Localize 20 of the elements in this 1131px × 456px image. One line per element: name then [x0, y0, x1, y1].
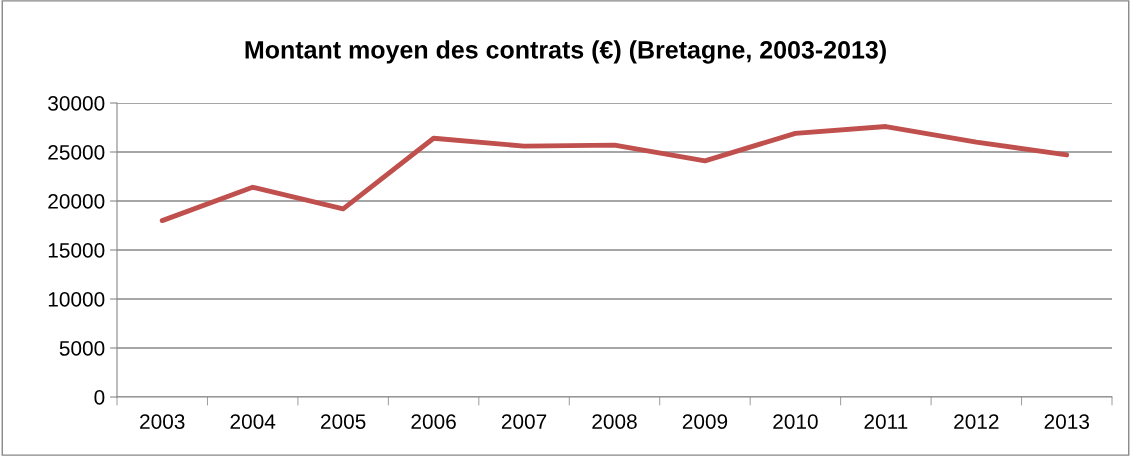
- x-tick-label: 2010: [773, 414, 818, 429]
- x-tick-label: 2009: [682, 414, 728, 429]
- y-tick-label: 10000: [48, 292, 105, 307]
- x-tick-label: 2008: [592, 414, 637, 429]
- x-tick-label: 2011: [864, 414, 908, 429]
- y-tick-label: 0: [94, 390, 105, 405]
- y-tick-label: 25000: [48, 145, 105, 160]
- x-tick-label: 2005: [321, 414, 366, 429]
- x-tick-label: 2004: [230, 414, 276, 429]
- y-tick-label: 20000: [48, 194, 105, 209]
- x-tick-label: 2012: [954, 414, 999, 429]
- y-tick-label: 30000: [48, 96, 105, 111]
- x-tick-label: 2007: [501, 414, 547, 429]
- x-tick-label: 2003: [140, 414, 185, 429]
- x-tick-label: 2013: [1044, 414, 1090, 429]
- x-tick-label: 2006: [411, 414, 456, 429]
- y-tick-label: 15000: [48, 243, 105, 258]
- line-series: [159, 124, 1070, 224]
- y-tick-label: 5000: [59, 341, 105, 356]
- chart-title: Montant moyen des contrats (€) (Bretagne, 2003-2013): [245, 40, 886, 64]
